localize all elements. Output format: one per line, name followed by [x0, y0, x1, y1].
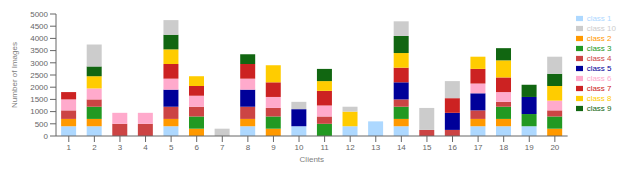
- svg-text:4: 4: [143, 143, 148, 152]
- svg-text:17: 17: [474, 143, 483, 152]
- svg-text:1500: 1500: [30, 95, 48, 104]
- svg-text:500: 500: [35, 120, 49, 129]
- svg-text:2000: 2000: [30, 83, 48, 92]
- svg-text:19: 19: [525, 143, 534, 152]
- svg-text:3: 3: [118, 143, 123, 152]
- html-text:class 10: class 10: [586, 24, 616, 33]
- html-text:class 2: class 2: [586, 34, 612, 43]
- svg-text:7: 7: [220, 143, 225, 152]
- svg-text:20: 20: [550, 143, 559, 152]
- svg-text:4000: 4000: [30, 34, 48, 43]
- svg-text:Clients: Clients: [300, 155, 324, 164]
- html-text:class 3: class 3: [586, 44, 612, 53]
- svg-text:1000: 1000: [30, 107, 48, 116]
- html-text:class 5: class 5: [586, 64, 612, 73]
- svg-text:14: 14: [397, 143, 406, 152]
- svg-text:3000: 3000: [30, 59, 48, 68]
- svg-text:5000: 5000: [30, 10, 48, 19]
- html-text:class 4: class 4: [586, 54, 612, 63]
- html-text:class 6: class 6: [586, 74, 612, 83]
- svg-text:2: 2: [92, 143, 97, 152]
- svg-text:0: 0: [44, 132, 49, 141]
- svg-text:5: 5: [169, 143, 174, 152]
- svg-text:10: 10: [295, 143, 304, 152]
- html-text:class 1: class 1: [586, 14, 612, 23]
- svg-text:2500: 2500: [30, 71, 48, 80]
- svg-text:4500: 4500: [30, 22, 48, 31]
- svg-text:12: 12: [346, 143, 355, 152]
- html-text:class 9: class 9: [586, 104, 612, 113]
- svg-text:13: 13: [371, 143, 380, 152]
- svg-text:Number of Images: Number of Images: [10, 42, 19, 108]
- svg-text:1: 1: [67, 143, 72, 152]
- svg-text:18: 18: [499, 143, 508, 152]
- svg-text:11: 11: [320, 143, 329, 152]
- svg-text:16: 16: [448, 143, 457, 152]
- svg-text:8: 8: [246, 143, 251, 152]
- svg-text:3500: 3500: [30, 46, 48, 55]
- html-text:class 8: class 8: [586, 94, 612, 103]
- svg-text:15: 15: [422, 143, 431, 152]
- html-text:class 7: class 7: [586, 84, 612, 93]
- svg-text:6: 6: [194, 143, 199, 152]
- svg-text:9: 9: [271, 143, 276, 152]
